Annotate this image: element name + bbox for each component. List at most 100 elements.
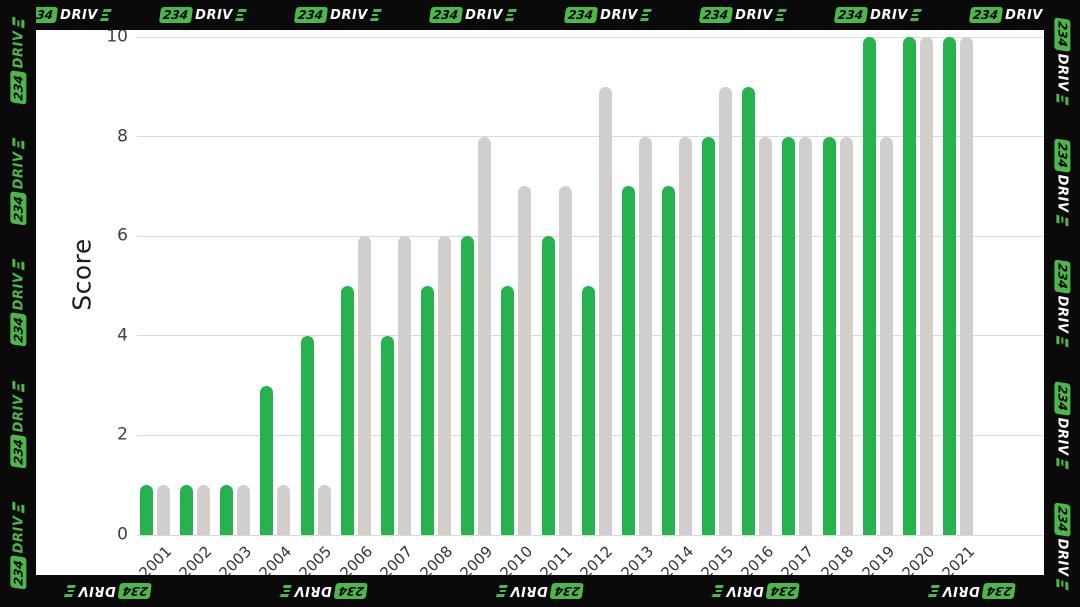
brand-badge: 234 [549, 583, 584, 599]
bar-grey-2007 [397, 236, 411, 535]
brand-logo-slot: 234 DRIV [23, 7, 112, 23]
y-tick-label: 8 [117, 126, 128, 147]
chart-panel: Score 0 2 4 6 8 10 2001 2002 2003 2004 2005 2006 20… [36, 26, 1044, 582]
bar-grey-2016 [759, 136, 773, 535]
bar-grey-2010 [518, 186, 532, 535]
brand-name: DRIV [330, 7, 368, 23]
y-tick-label: 0 [117, 524, 128, 545]
brand-e-icon [927, 585, 940, 597]
brand-name: DRIV [10, 151, 26, 190]
brand-badge: 234 [1054, 17, 1071, 52]
brand-e-icon [12, 380, 24, 393]
brand-name: DRIV [10, 30, 26, 69]
brand-logo-slot: 234 DRIV [968, 7, 1057, 23]
brand-logo-slot: 234 DRIV [711, 583, 800, 599]
bar-grey-2017 [799, 136, 813, 535]
brand-e-icon [279, 585, 292, 597]
bar-green-2006 [340, 286, 354, 535]
brand-e-icon [1056, 457, 1068, 470]
brand-e-icon [12, 16, 24, 29]
brand-logo: 234 DRIV [10, 259, 27, 347]
brand-badge: 234 [10, 434, 27, 469]
brand-logo: 234 DRIV [10, 380, 27, 469]
brand-name: DRIV [10, 273, 26, 311]
brand-logo-slot: 234 DRIV [1054, 17, 1071, 105]
gridline [137, 136, 1043, 138]
y-tick-label: 4 [117, 325, 128, 346]
brand-e-icon [1056, 214, 1068, 227]
gridline [137, 36, 1043, 38]
brand-logo-slot: 234 DRIV [10, 501, 27, 590]
y-tick-label: 6 [117, 225, 128, 246]
brand-e-icon [1056, 93, 1068, 105]
bar-grey-2003 [237, 485, 251, 535]
brand-badge: 234 [10, 191, 27, 226]
brand-badge: 234 [968, 7, 1004, 23]
brand-logo: 234 DRIV [10, 16, 27, 105]
brand-name: DRIV [293, 583, 332, 599]
brand-e-icon [910, 9, 922, 21]
brand-badge: 234 [765, 583, 800, 599]
brand-e-icon [370, 9, 382, 21]
bar-grey-2011 [558, 186, 572, 535]
bar-green-2002 [180, 485, 194, 535]
brand-logo-slot: 234 DRIV [158, 7, 247, 23]
bar-green-2018 [822, 136, 836, 535]
brand-name: DRIV [195, 7, 233, 23]
brand-logo: 234 DRIV [711, 583, 800, 599]
bar-grey-2019 [879, 136, 893, 535]
bar-green-2010 [501, 286, 515, 535]
brand-logo: 234 DRIV [495, 583, 584, 599]
frame-bottom-border: 234 DRIV 234 DRIV 234 DRIV 234 DRIV 234 DRIV [0, 575, 1080, 607]
brand-e-icon [775, 9, 787, 21]
brand-badge: 234 [1054, 381, 1071, 416]
brand-logo-slot: 234 DRIV [279, 583, 368, 599]
brand-logo: 234 DRIV [698, 7, 787, 23]
brand-badge: 234 [1054, 502, 1071, 538]
brand-logo-slot: 234 DRIV [1054, 138, 1071, 227]
bar-grey-2020 [919, 37, 933, 535]
plot-area [137, 36, 1043, 536]
brand-logo-slot: 234 DRIV [293, 7, 382, 23]
brand-badge: 234 [10, 69, 27, 105]
brand-name: DRIV [941, 583, 980, 599]
brand-name: DRIV [725, 583, 764, 599]
brand-name: DRIV [1054, 53, 1070, 92]
bar-green-2009 [461, 236, 475, 535]
bar-green-2014 [661, 186, 675, 535]
y-tick-label: 10 [106, 26, 128, 47]
brand-e-icon [640, 9, 652, 21]
brand-logo: 234 DRIV [279, 583, 368, 599]
brand-logo: 234 DRIV [23, 7, 112, 23]
brand-logo-slot: 234 DRIV [10, 380, 27, 469]
bar-green-2011 [541, 236, 555, 535]
brand-e-icon [12, 259, 24, 271]
brand-logo: 234 DRIV [10, 137, 27, 226]
brand-badge: 234 [833, 7, 869, 23]
brand-e-icon [63, 585, 76, 597]
brand-badge: 234 [10, 312, 27, 347]
brand-name: DRIV [870, 7, 908, 23]
brand-badge: 234 [698, 7, 734, 23]
brand-name: DRIV [1005, 7, 1043, 23]
bar-grey-2004 [277, 485, 291, 535]
brand-logo-slot: 234 DRIV [10, 137, 27, 226]
brand-badge: 234 [563, 7, 599, 23]
brand-logo-slot: 234 DRIV [563, 7, 652, 23]
bar-green-2017 [782, 136, 796, 535]
brand-logo-slot: 234 DRIV [833, 7, 922, 23]
brand-logo: 234 DRIV [1054, 381, 1071, 470]
y-tick-label: 2 [117, 424, 128, 445]
bar-grey-2018 [839, 136, 853, 535]
brand-name: DRIV [60, 7, 98, 23]
brand-name: DRIV [77, 583, 116, 599]
brand-logo: 234 DRIV [1054, 17, 1071, 105]
bar-green-2016 [742, 86, 756, 535]
brand-logo-slot: 234 DRIV [10, 259, 27, 347]
brand-name: DRIV [1054, 538, 1070, 577]
brand-logo: 234 DRIV [968, 7, 1057, 23]
brand-name: DRIV [735, 7, 773, 23]
brand-badge: 234 [1054, 138, 1071, 173]
brand-logo: 234 DRIV [293, 7, 382, 23]
brand-logo-slot: 234 DRIV [1054, 502, 1071, 591]
